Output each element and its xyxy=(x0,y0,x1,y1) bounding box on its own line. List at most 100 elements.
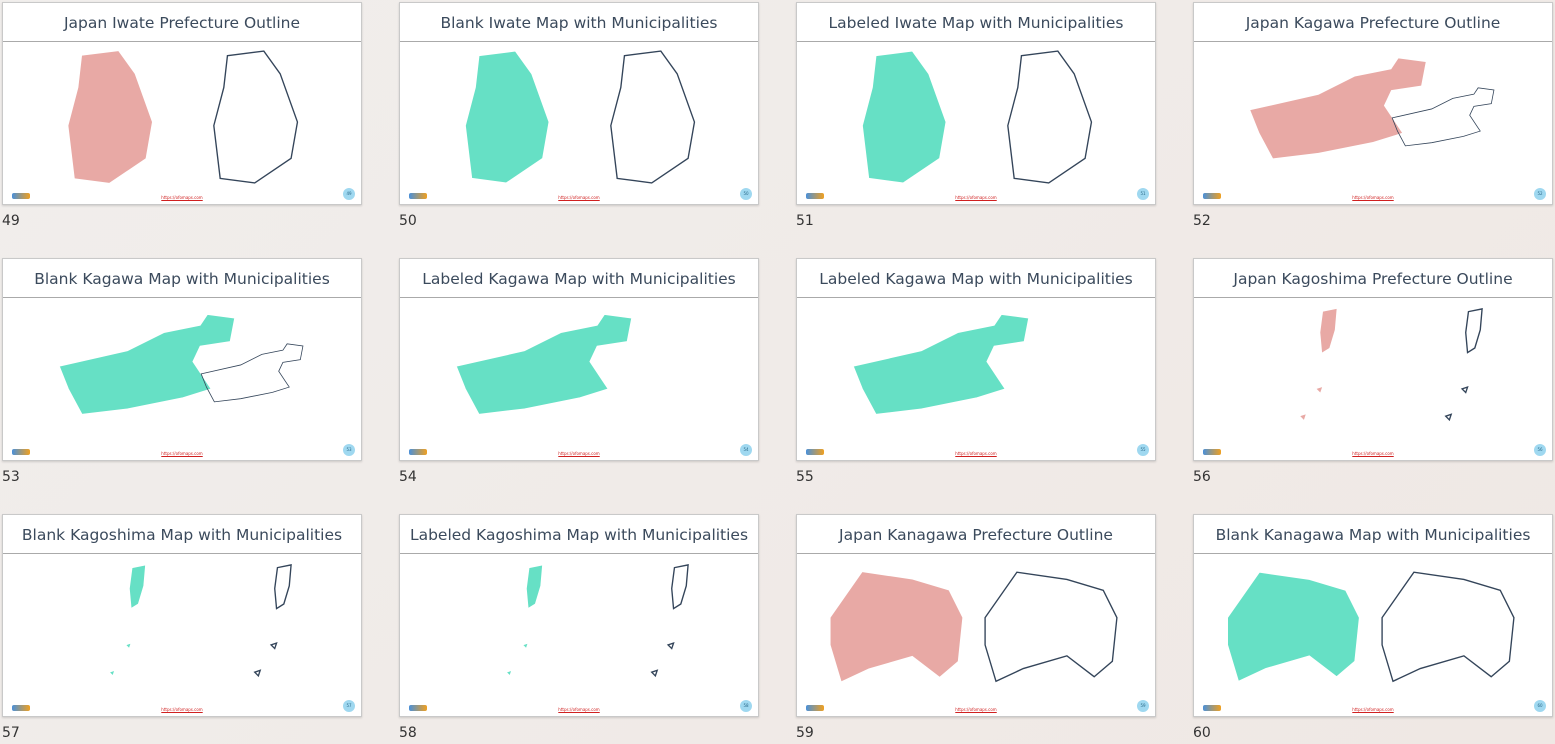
slide-thumbnail[interactable]: Blank Iwate Map with Municipalities https… xyxy=(399,2,759,205)
logo xyxy=(12,193,30,199)
logo xyxy=(409,449,427,455)
slide-number: 57 xyxy=(2,725,20,741)
slide-title: Blank Kagoshima Map with Municipalities xyxy=(3,515,361,554)
slide-thumbnail[interactable]: Blank Kagawa Map with Municipalities http… xyxy=(2,258,362,461)
logo xyxy=(1203,193,1221,199)
slide-thumbnail[interactable]: Japan Kanagawa Prefecture Outline https:/… xyxy=(796,514,1156,717)
outline-map xyxy=(1381,571,1515,683)
slide-number: 54 xyxy=(399,469,417,485)
map-illustration xyxy=(58,313,304,415)
slide-title: Japan Kagoshima Prefecture Outline xyxy=(1194,259,1552,298)
slide-thumbnail[interactable]: Blank Kanagawa Map with Municipalities ht… xyxy=(1193,514,1553,717)
slide-badge: 54 xyxy=(740,444,752,456)
outline-map xyxy=(253,564,292,678)
filled-map xyxy=(861,50,947,184)
slide-badge: 60 xyxy=(1534,700,1546,712)
slide-badge: 51 xyxy=(1137,188,1149,200)
logo xyxy=(1203,705,1221,711)
slide-title: Blank Iwate Map with Municipalities xyxy=(400,3,758,42)
slide-thumbnail[interactable]: Japan Kagoshima Prefecture Outline https:… xyxy=(1193,258,1553,461)
slide-thumbnail[interactable]: Japan Iwate Prefecture Outline https://of… xyxy=(2,2,362,205)
slide-title: Japan Kanagawa Prefecture Outline xyxy=(797,515,1155,554)
map-illustration xyxy=(108,564,292,678)
map-illustration xyxy=(455,313,633,415)
logo xyxy=(806,705,824,711)
logo xyxy=(806,449,824,455)
slide-number: 49 xyxy=(2,213,20,229)
map-illustration xyxy=(1227,571,1515,683)
slide-title: Labeled Kagawa Map with Municipalities xyxy=(797,259,1155,298)
slide-number: 50 xyxy=(399,213,417,229)
map-illustration xyxy=(505,564,689,678)
filled-map xyxy=(1300,308,1337,420)
filled-map xyxy=(108,564,147,677)
slide-title: Blank Kanagawa Map with Municipalities xyxy=(1194,515,1552,554)
filled-map xyxy=(464,50,550,184)
footer-url: https://ofomaps.com xyxy=(558,451,600,456)
slide-badge: 52 xyxy=(1534,188,1546,200)
outline-map xyxy=(610,50,696,184)
filled-map xyxy=(1250,58,1426,159)
slide-number: 52 xyxy=(1193,213,1211,229)
slide-badge: 59 xyxy=(1137,700,1149,712)
slide-number: 59 xyxy=(796,725,814,741)
map-illustration xyxy=(68,50,299,184)
map-illustration xyxy=(852,313,1030,415)
filled-map xyxy=(1227,571,1360,682)
slide-number: 56 xyxy=(1193,469,1211,485)
slide-badge: 50 xyxy=(740,188,752,200)
logo xyxy=(12,449,30,455)
slide-thumbnail[interactable]: Labeled Kagoshima Map with Municipalitie… xyxy=(399,514,759,717)
map-illustration xyxy=(1300,308,1483,422)
slide-badge: 56 xyxy=(1534,444,1546,456)
outline-map xyxy=(200,343,304,403)
slide-badge: 58 xyxy=(740,700,752,712)
footer-url: https://ofomaps.com xyxy=(955,195,997,200)
logo xyxy=(12,705,30,711)
outline-map xyxy=(1444,308,1483,422)
footer-url: https://ofomaps.com xyxy=(955,707,997,712)
slide-badge: 49 xyxy=(343,188,355,200)
map-illustration xyxy=(861,50,1093,184)
slide-thumbnail[interactable]: Labeled Iwate Map with Municipalities htt… xyxy=(796,2,1156,205)
footer-url: https://ofomaps.com xyxy=(161,451,203,456)
footer-url: https://ofomaps.com xyxy=(558,707,600,712)
slide-thumbnail[interactable]: Labeled Kagawa Map with Municipalities ht… xyxy=(399,258,759,461)
slide-thumbnail[interactable]: Blank Kagoshima Map with Municipalities h… xyxy=(2,514,362,717)
slide-thumbnail[interactable]: Labeled Kagawa Map with Municipalities ht… xyxy=(796,258,1156,461)
map-illustration xyxy=(1250,58,1495,159)
slide-title: Labeled Kagawa Map with Municipalities xyxy=(400,259,758,298)
footer-url: https://ofomaps.com xyxy=(1352,195,1394,200)
slide-thumbnail[interactable]: Japan Kagawa Prefecture Outline https://o… xyxy=(1193,2,1553,205)
logo xyxy=(409,193,427,199)
slide-title: Labeled Kagoshima Map with Municipalitie… xyxy=(400,515,758,554)
slide-title: Japan Iwate Prefecture Outline xyxy=(3,3,361,42)
footer-url: https://ofomaps.com xyxy=(161,707,203,712)
footer-url: https://ofomaps.com xyxy=(161,195,203,200)
slide-title: Blank Kagawa Map with Municipalities xyxy=(3,259,361,298)
footer-url: https://ofomaps.com xyxy=(1352,707,1394,712)
logo xyxy=(806,193,824,199)
filled-map xyxy=(505,564,544,677)
filled-map xyxy=(58,313,236,415)
filled-map xyxy=(68,51,152,183)
outline-map xyxy=(1007,50,1093,184)
footer-url: https://ofomaps.com xyxy=(955,451,997,456)
slide-badge: 53 xyxy=(343,444,355,456)
filled-map xyxy=(830,572,963,682)
slide-badge: 57 xyxy=(343,700,355,712)
filled-map xyxy=(455,313,633,415)
outline-map xyxy=(1391,87,1495,147)
slide-number: 55 xyxy=(796,469,814,485)
outline-map xyxy=(984,571,1118,683)
logo xyxy=(1203,449,1221,455)
slide-title: Labeled Iwate Map with Municipalities xyxy=(797,3,1155,42)
slide-badge: 55 xyxy=(1137,444,1149,456)
logo xyxy=(409,705,427,711)
slide-number: 58 xyxy=(399,725,417,741)
filled-map xyxy=(852,313,1030,415)
outline-map xyxy=(650,564,689,678)
map-illustration xyxy=(464,50,696,184)
footer-url: https://ofomaps.com xyxy=(558,195,600,200)
